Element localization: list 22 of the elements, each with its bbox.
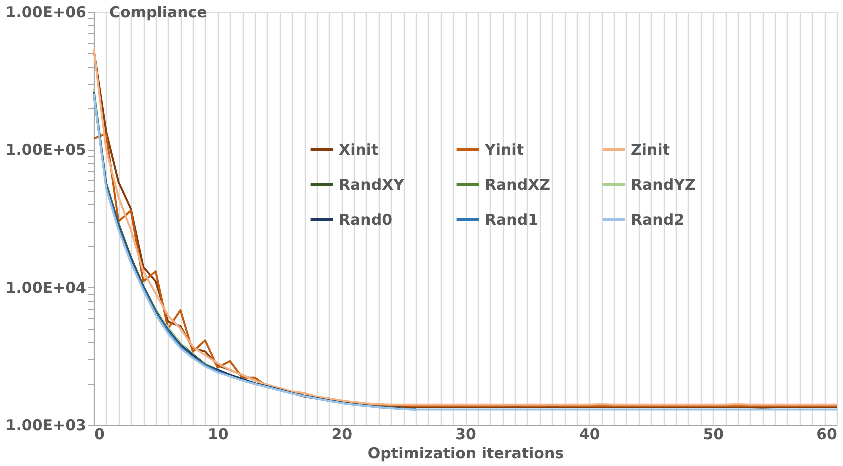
legend-label: Rand1	[485, 211, 539, 229]
legend-label: RandXZ	[485, 176, 551, 194]
y-tick-label: 1.00E+04	[6, 278, 86, 297]
x-tick-label: 0	[94, 426, 105, 444]
x-tick-label: 10	[208, 426, 229, 444]
x-tick-label: 40	[579, 426, 600, 444]
legend-label: RandYZ	[631, 176, 696, 194]
legend-label: Rand0	[339, 211, 393, 229]
x-tick-label: 20	[332, 426, 353, 444]
legend-label: Yinit	[484, 141, 524, 159]
y-tick-label: 1.00E+06	[6, 4, 86, 22]
legend-label: Rand2	[631, 211, 685, 229]
legend-label: Zinit	[631, 141, 670, 159]
y-tick-label: 1.00E+03	[6, 416, 86, 434]
x-tick-label: 50	[703, 426, 724, 444]
x-axis-title: Optimization iterations	[368, 444, 564, 462]
x-tick-label: 60	[816, 426, 838, 444]
y-axis-title: Compliance	[110, 4, 208, 22]
x-tick-label: 30	[456, 426, 476, 444]
legend-label: RandXY	[339, 176, 406, 194]
y-tick-label: 1.00E+05	[6, 141, 86, 160]
legend-label: Xinit	[339, 141, 379, 159]
